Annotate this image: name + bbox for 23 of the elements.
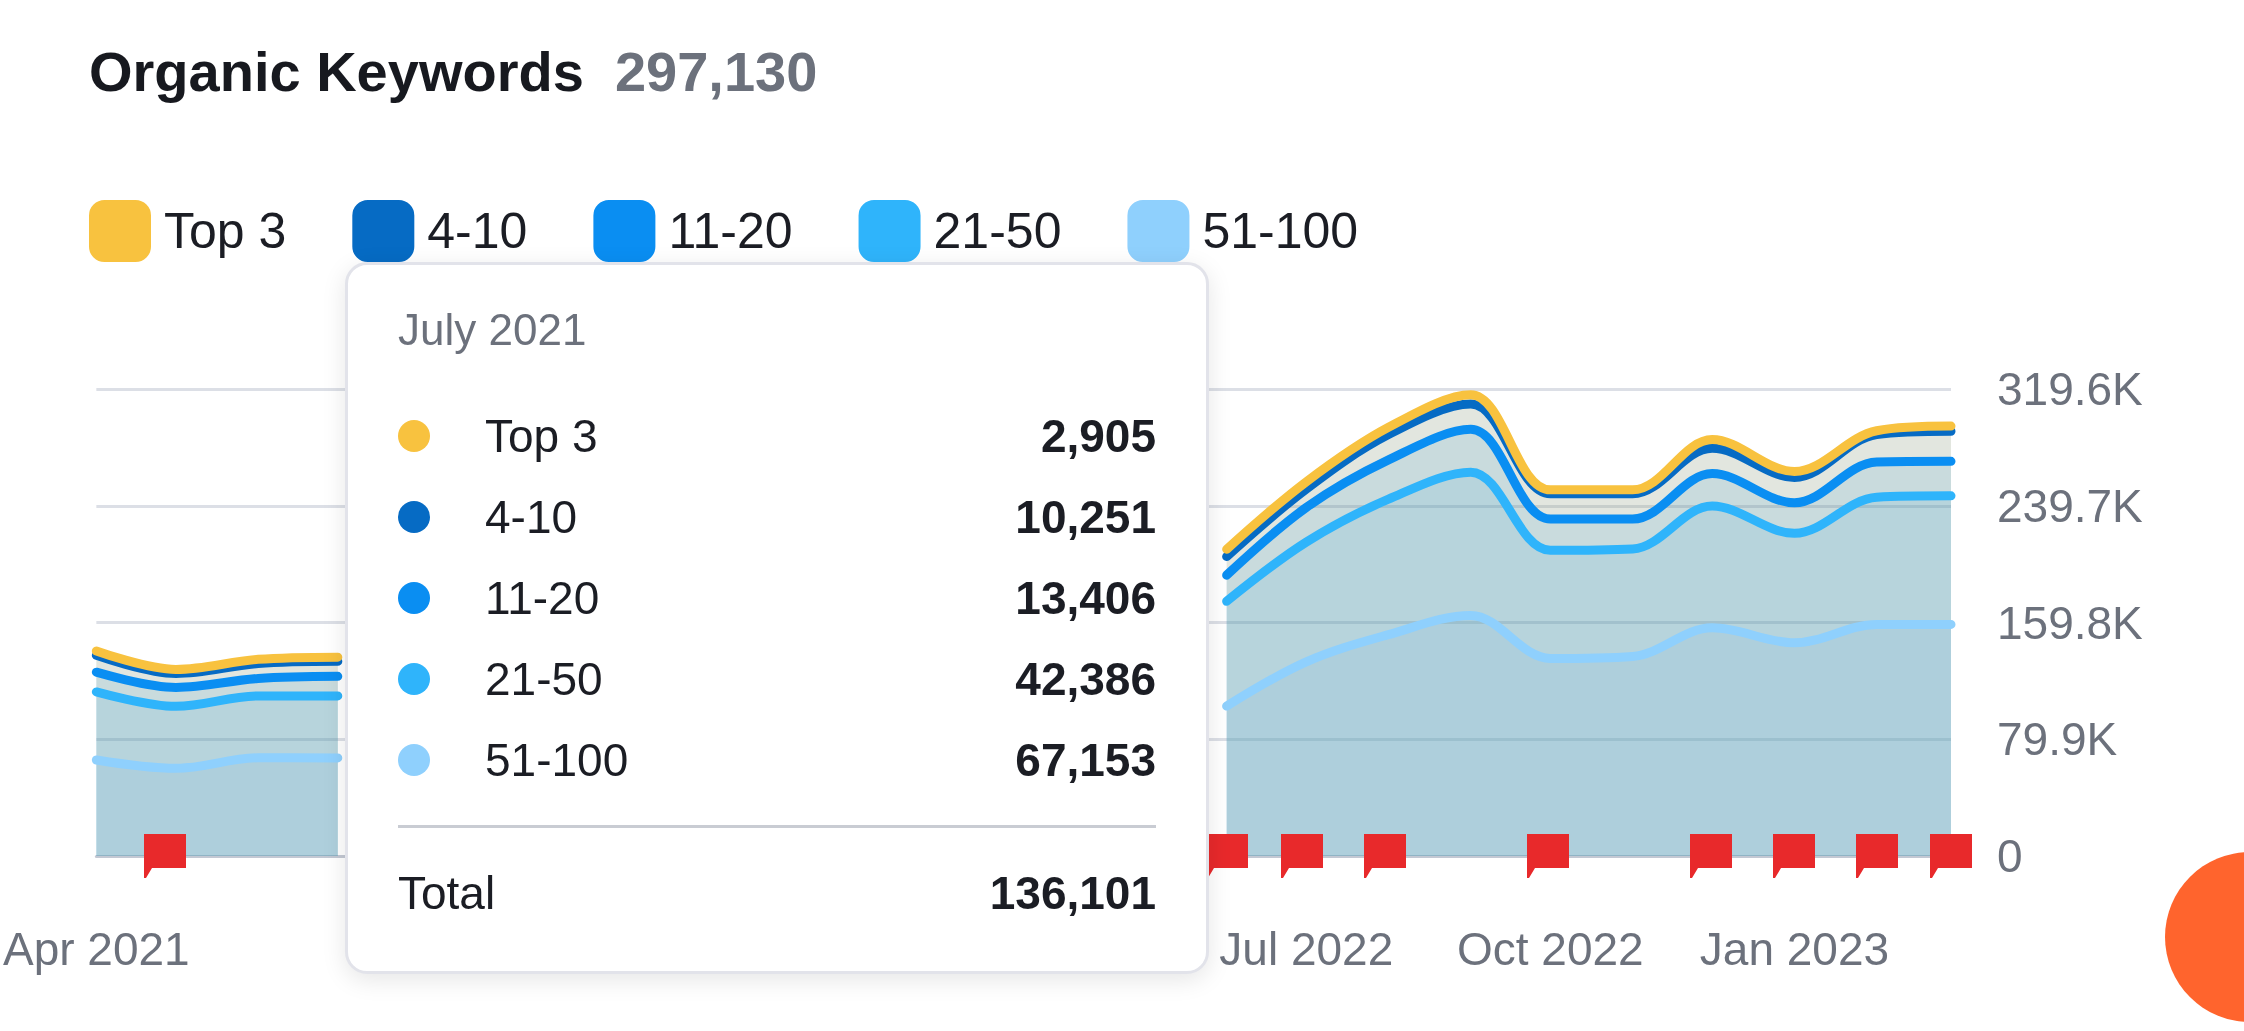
y-tick-label: 159.8K	[1997, 596, 2144, 649]
y-tick-label: 79.9K	[1997, 713, 2118, 766]
y-tick-label: 319.6K	[1997, 363, 2144, 415]
text: 4-10 10,251	[485, 490, 1156, 543]
legend-label: 51-100	[1202, 203, 1359, 259]
y-tick-label: 0	[1997, 830, 2023, 882]
x-tick-label: Apr 2021	[3, 923, 190, 975]
x-tick-label: Jul 2022	[1219, 923, 1394, 975]
legend-label: 21-50	[933, 203, 1062, 259]
chart-subtitle: 297,130	[583, 39, 818, 103]
text: July 2021	[398, 305, 588, 355]
x-tick-label: Jan 2023	[1699, 923, 1890, 975]
text: Top 3 2,905	[485, 409, 1156, 462]
y-tick-label: 239.7K	[1997, 479, 2144, 532]
legend-label: 4-10	[427, 203, 528, 259]
text: 21-50 42,386	[485, 652, 1156, 705]
x-tick-label: Oct 2022	[1457, 923, 1644, 975]
text: 51-100 67,153	[485, 733, 1156, 786]
text: 11-20 13,406	[485, 571, 1156, 624]
chart-title: Organic Keywords	[89, 39, 584, 103]
text: Total 136,101	[398, 867, 1156, 919]
legend-label: 11-20	[668, 203, 793, 259]
legend-label: Top 3	[164, 203, 287, 259]
